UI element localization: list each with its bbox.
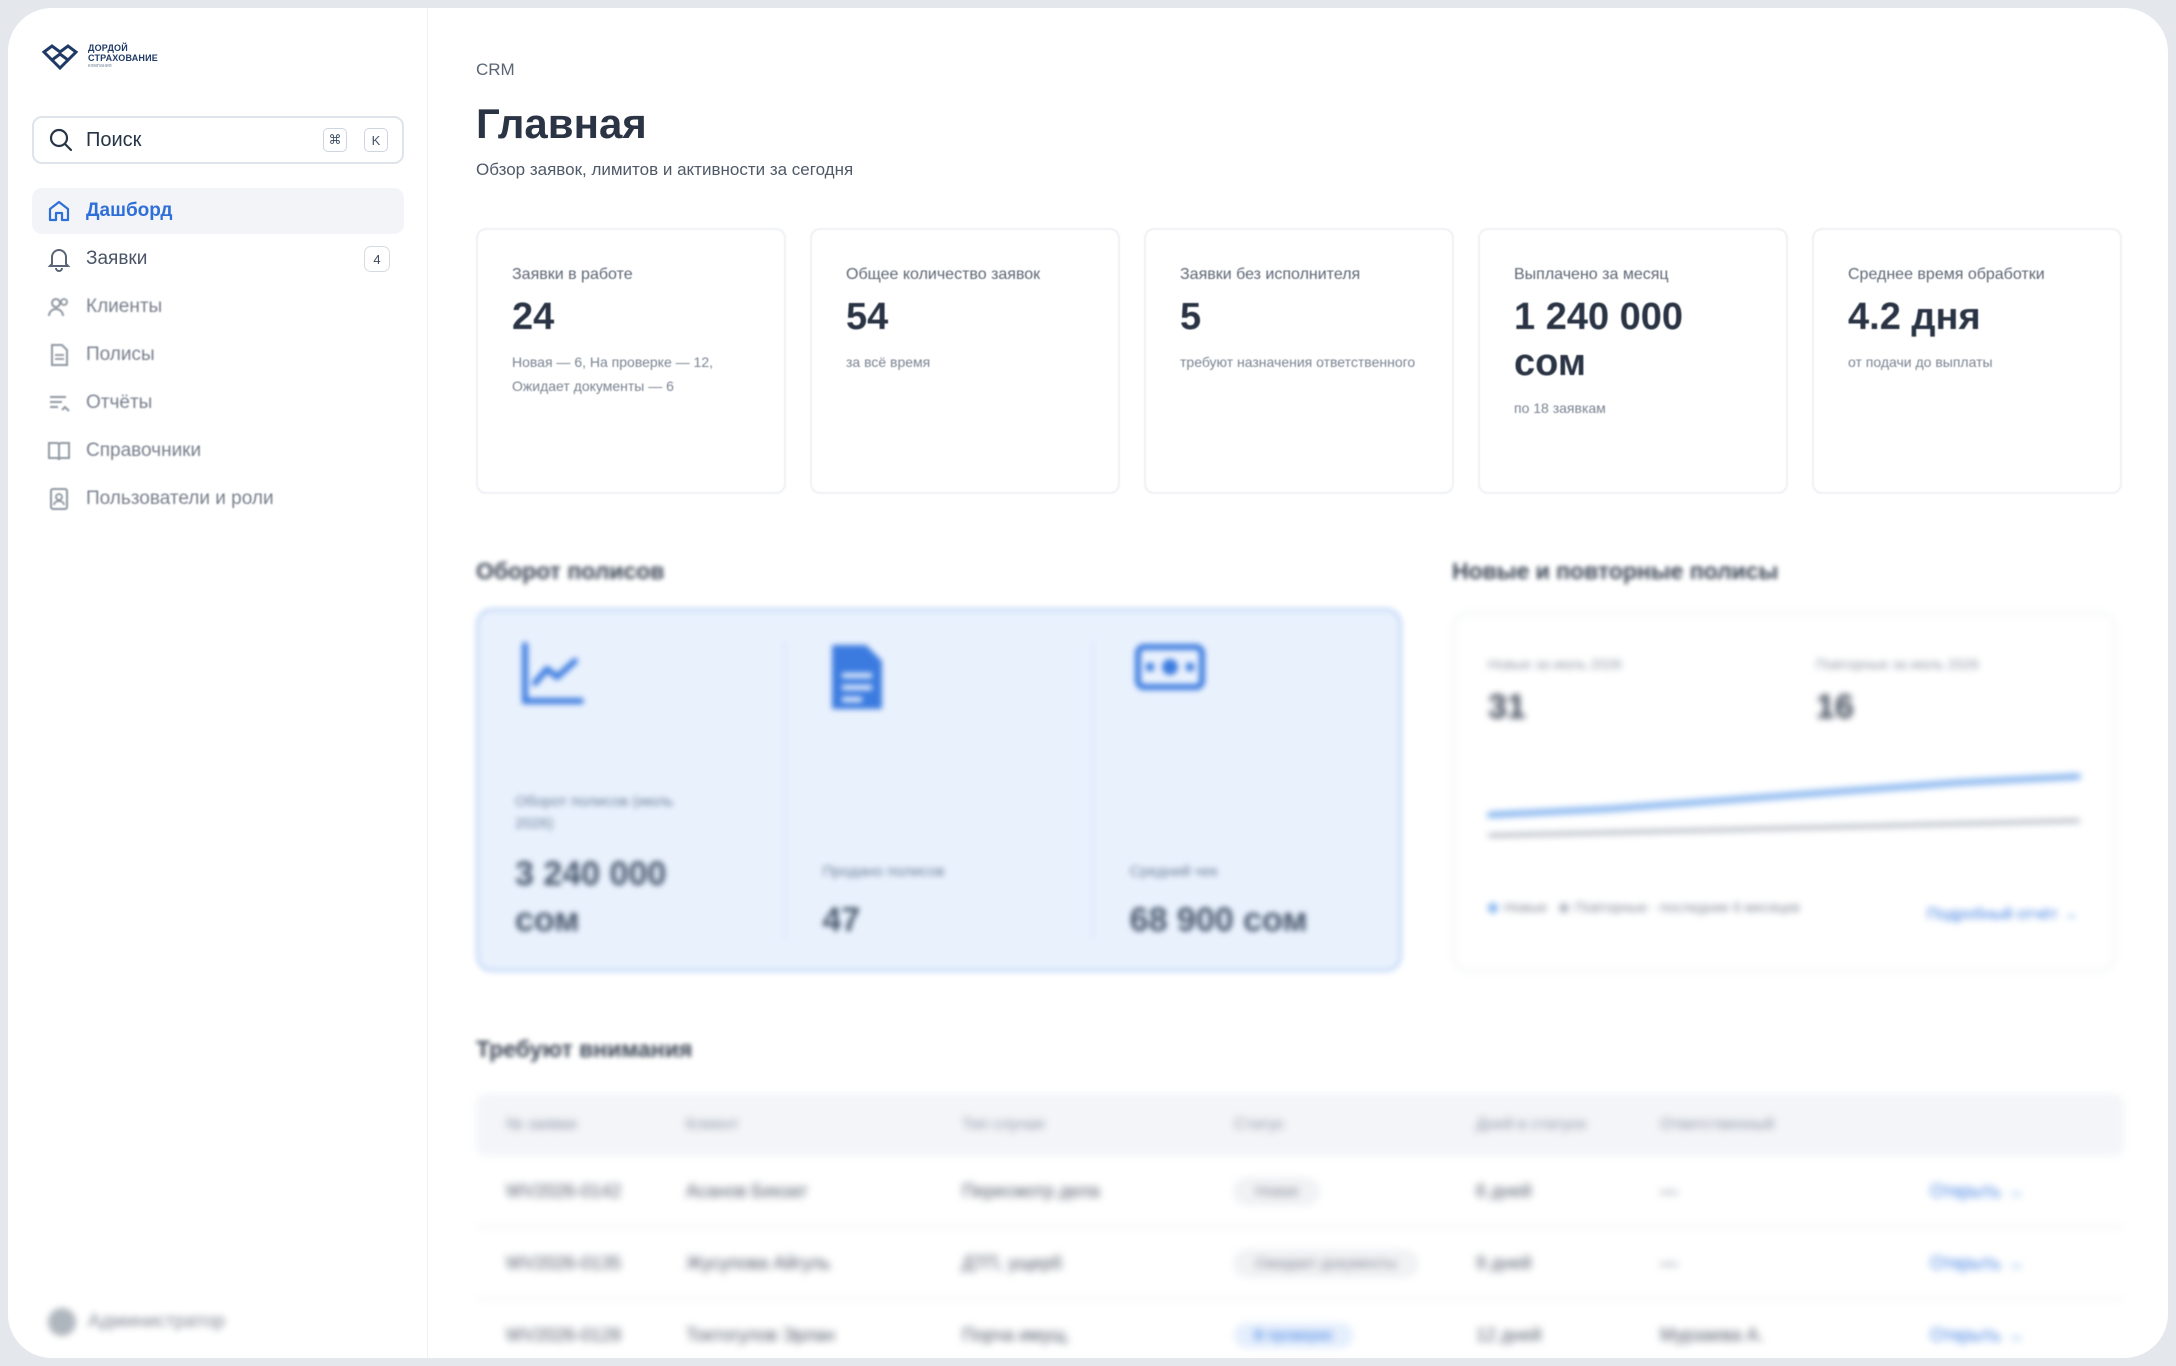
- legend-dot-repeat: [1558, 903, 1569, 914]
- sidebar-item-requests[interactable]: Заявки 4: [32, 236, 404, 282]
- sidebar-item-reports[interactable]: Отчёты: [32, 380, 404, 426]
- status-badge: Ожидает документы: [1234, 1249, 1418, 1277]
- document-icon: [51, 344, 68, 366]
- logo-icon: [41, 44, 79, 70]
- detailed-report-link[interactable]: Подробный отчёт →: [1927, 906, 2078, 923]
- table-row[interactable]: WV2026-0128 Токтогулов Эрлан Порча имущ.…: [476, 1300, 2124, 1358]
- chart-legend: Новые Повторные · последние 6 месяцев: [1488, 896, 1828, 918]
- search-input[interactable]: Поиск ⌘ K: [32, 116, 404, 164]
- status-badge: В проверке: [1234, 1322, 1353, 1348]
- users-icon: [48, 298, 68, 317]
- book-icon: [48, 442, 70, 461]
- report-list-icon: [50, 396, 70, 412]
- open-link[interactable]: Открыть →: [1930, 1180, 2024, 1201]
- turnover-col-sold: Продано полисов 47: [786, 641, 1094, 939]
- brand-name: ДОРДОЙ СТРАХОВАНИЕ компания: [88, 43, 158, 69]
- kpi-card-unassigned[interactable]: Заявки без исполнителя 5 требуют назначе…: [1144, 228, 1454, 494]
- kpi-card-in-progress[interactable]: Заявки в работе 24 Новая — 6, На проверк…: [476, 228, 786, 494]
- home-icon: [48, 200, 70, 222]
- shortcut-k-key: K: [364, 128, 388, 152]
- attention-table: № заявки Клиент Тип случая Статус Дней в…: [476, 1094, 2124, 1358]
- chart-line-repeat: [1488, 818, 2080, 838]
- sidebar-item-policies[interactable]: Полисы: [32, 332, 404, 378]
- app-window: ДОРДОЙ СТРАХОВАНИЕ компания Поиск ⌘ K Да…: [8, 8, 2168, 1358]
- turnover-col-revenue: Оборот полисов (июль 2026) 3 240 000 сом: [479, 641, 787, 939]
- line-chart-icon: [522, 642, 584, 704]
- main-content: CRM Главная Обзор заявок, лимитов и акти…: [476, 8, 2136, 1358]
- shortcut-cmd-key: ⌘: [323, 128, 347, 152]
- page-subtitle: Обзор заявок, лимитов и активности за се…: [476, 160, 854, 179]
- table-row[interactable]: WV2026-0135 Жусупова Айгуль ДТП, ущерб О…: [476, 1228, 2124, 1300]
- page-title: Главная: [476, 100, 647, 147]
- cash-icon: [1134, 644, 1205, 690]
- legend-dot-new: [1488, 903, 1498, 914]
- sidebar-item-directories[interactable]: Справочники: [32, 428, 404, 474]
- new-repeat-line-chart: [1487, 773, 2081, 838]
- kpi-cards: Заявки в работе 24 Новая — 6, На проверк…: [476, 228, 2122, 494]
- turnover-card[interactable]: Оборот полисов (июль 2026) 3 240 000 сом…: [476, 608, 1402, 972]
- requests-count-badge: 4: [364, 246, 390, 272]
- new-repeat-card[interactable]: Новые за июль 2026 31 Повторные за июль …: [1452, 612, 2116, 972]
- open-link[interactable]: Открыть →: [1930, 1252, 2024, 1273]
- kpi-card-paid-month[interactable]: Выплачено за месяц 1 240 000 сом по 18 з…: [1478, 228, 1788, 494]
- sidebar-item-clients[interactable]: Клиенты: [32, 284, 404, 330]
- bell-icon: [47, 249, 71, 272]
- search-placeholder: Поиск: [86, 128, 142, 151]
- table-header: № заявки Клиент Тип случая Статус Дней в…: [476, 1094, 2124, 1156]
- policy-document-icon: [832, 645, 883, 709]
- new-repeat-section-title: Новые и повторные полисы: [1452, 558, 1779, 584]
- chart-line-new: [1487, 773, 2081, 818]
- attention-section-title: Требуют внимания: [476, 1036, 693, 1062]
- repeat-policies-value: 16: [1816, 688, 1854, 726]
- sidebar-item-users-roles[interactable]: Пользователи и роли: [32, 476, 404, 522]
- new-policies-value: 31: [1488, 688, 1526, 726]
- sidebar-item-dashboard[interactable]: Дашборд: [32, 188, 404, 234]
- turnover-col-avg-check: Средний чек 68 900 сом: [1094, 641, 1399, 939]
- breadcrumb[interactable]: CRM: [476, 60, 515, 79]
- status-badge: Новая: [1234, 1177, 1320, 1205]
- sidebar-nav: Дашборд Заявки 4 Клиенты Полисы Отчёты: [32, 188, 404, 524]
- open-link[interactable]: Открыть →: [1930, 1324, 2024, 1345]
- search-icon: [49, 128, 73, 152]
- sidebar: ДОРДОЙ СТРАХОВАНИЕ компания Поиск ⌘ K Да…: [8, 8, 428, 1358]
- table-row[interactable]: WV2026-0142 Асанов Бекзат Пересмотр дела…: [476, 1156, 2124, 1228]
- kpi-card-total[interactable]: Общее количество заявок 54 за всё время: [810, 228, 1120, 494]
- current-user[interactable]: Администратор: [48, 1308, 225, 1336]
- kpi-card-avg-time[interactable]: Среднее время обработки 4.2 дня от подач…: [1812, 228, 2122, 494]
- user-badge-icon: [50, 488, 68, 510]
- brand-logo[interactable]: ДОРДОЙ СТРАХОВАНИЕ компания: [40, 42, 158, 70]
- avatar: [48, 1308, 76, 1336]
- turnover-section-title: Оборот полисов: [476, 558, 665, 584]
